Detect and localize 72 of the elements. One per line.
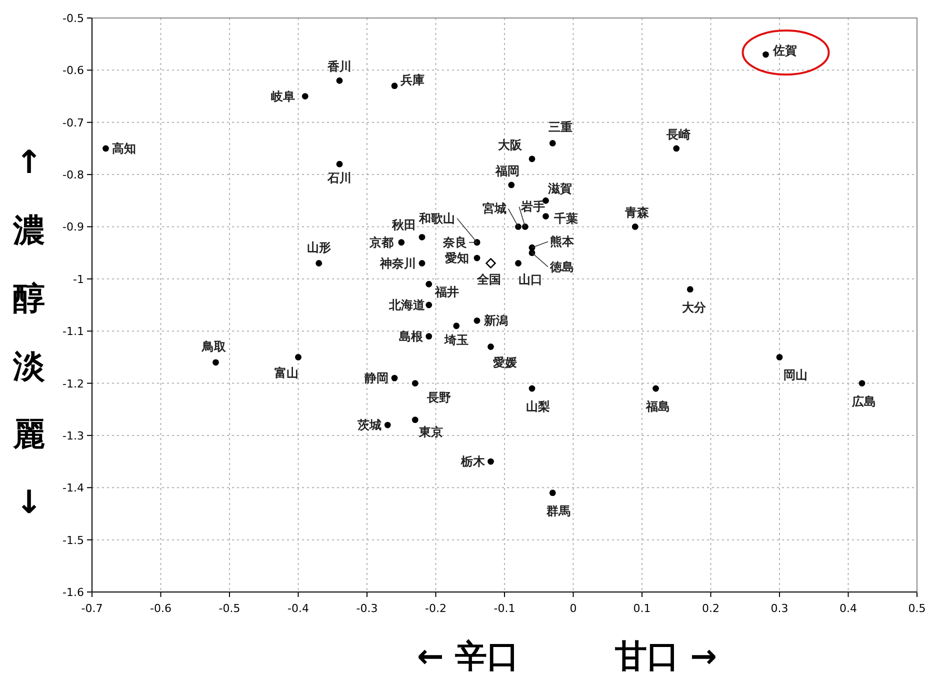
annotation: 長崎: [665, 127, 690, 142]
y-tick-label: -1.2: [62, 377, 84, 390]
annotation: 大分: [682, 300, 708, 314]
x-tick-label: -0.4: [288, 602, 309, 615]
y-tick-label: -0.5: [62, 12, 84, 25]
y-tick-label: -1.4: [62, 482, 84, 495]
annotation: 京都: [368, 235, 394, 250]
annotation: 北海道: [388, 298, 426, 312]
annotation: 鳥取: [200, 339, 227, 354]
x-tick-label: -0.5: [218, 602, 240, 615]
annotation: 新潟: [483, 314, 508, 328]
annotation: 全国: [476, 272, 501, 286]
x-tick-label: 0.1: [633, 602, 651, 615]
y-axis-title: ↑濃醇淡麗↓: [12, 142, 46, 523]
annotation: 長野: [426, 390, 452, 404]
y-tick-label: -1: [73, 272, 84, 286]
annotation: 香川: [326, 60, 352, 74]
annotation: 宮城: [482, 202, 506, 216]
x-tick-label: 0.3: [770, 602, 788, 615]
y-tick-label: -0.6: [62, 64, 84, 78]
annotation: 千葉: [552, 211, 578, 226]
annotation: 埼玉: [443, 332, 468, 347]
x-tick-label: -0.3: [356, 602, 378, 615]
y-tick-label: -0.8: [62, 168, 84, 182]
annotation: 広島: [851, 394, 876, 408]
annotation: 福井: [434, 285, 459, 300]
annotation: 岡山: [784, 368, 808, 382]
y-tick-label: -1.1: [62, 325, 84, 338]
annotation: 青森: [624, 206, 650, 220]
annotation: 和歌山: [418, 211, 455, 226]
annotation: 群馬: [546, 504, 571, 518]
annotation: 高知: [112, 141, 136, 156]
annotation: 愛媛: [492, 356, 517, 370]
annotation: 茨城: [356, 418, 382, 432]
annotation: 奈良: [442, 235, 467, 250]
x-tick-label: 0: [570, 602, 577, 615]
x-tick-label: -0.1: [494, 602, 516, 615]
annotation: 福岡: [494, 164, 520, 178]
annotation: 神奈川: [379, 256, 416, 270]
annotation: 徳島: [549, 260, 574, 274]
annotation: 福島: [644, 399, 670, 414]
y-tick-label: -1.6: [62, 586, 84, 599]
annotation: 山口: [518, 272, 542, 286]
y-tick-label: -0.7: [62, 116, 84, 130]
x-tick-label: -0.6: [150, 602, 172, 615]
annotation: 東京: [418, 424, 444, 439]
annotation: 滋賀: [546, 182, 572, 196]
annotation: 石川: [326, 171, 352, 186]
annotation: 山形: [306, 240, 331, 254]
x-tick-label: -0.2: [425, 602, 446, 615]
annotation: 兵庫: [400, 72, 424, 87]
annotation: 大阪: [498, 138, 523, 152]
annotation: 静岡: [364, 371, 388, 386]
annotation: 愛知: [445, 251, 469, 266]
annotation: 岩手: [520, 200, 546, 214]
annotation: 栃木: [460, 454, 486, 469]
annotation: 秋田: [391, 218, 416, 232]
annotation: 富山: [274, 366, 298, 380]
x-tick-label: 0.2: [702, 602, 720, 615]
y-tick-label: -1.3: [62, 429, 84, 442]
x-tick-label: -0.7: [81, 602, 103, 615]
annotation: 佐賀: [772, 44, 797, 58]
y-tick-label: -1.5: [62, 534, 84, 547]
y-tick-label: -0.9: [62, 220, 84, 234]
annotation: 岐阜: [271, 89, 296, 104]
x-axis-title: ← 辛口 甘口 →: [417, 637, 717, 673]
x-tick-label: 0.4: [840, 602, 857, 615]
annotation: 三重: [548, 120, 573, 134]
x-tick-label: 0.5: [908, 602, 925, 615]
annotation: 熊本: [550, 234, 575, 249]
annotation: 島根: [398, 329, 424, 344]
annotation: 山梨: [526, 399, 550, 414]
